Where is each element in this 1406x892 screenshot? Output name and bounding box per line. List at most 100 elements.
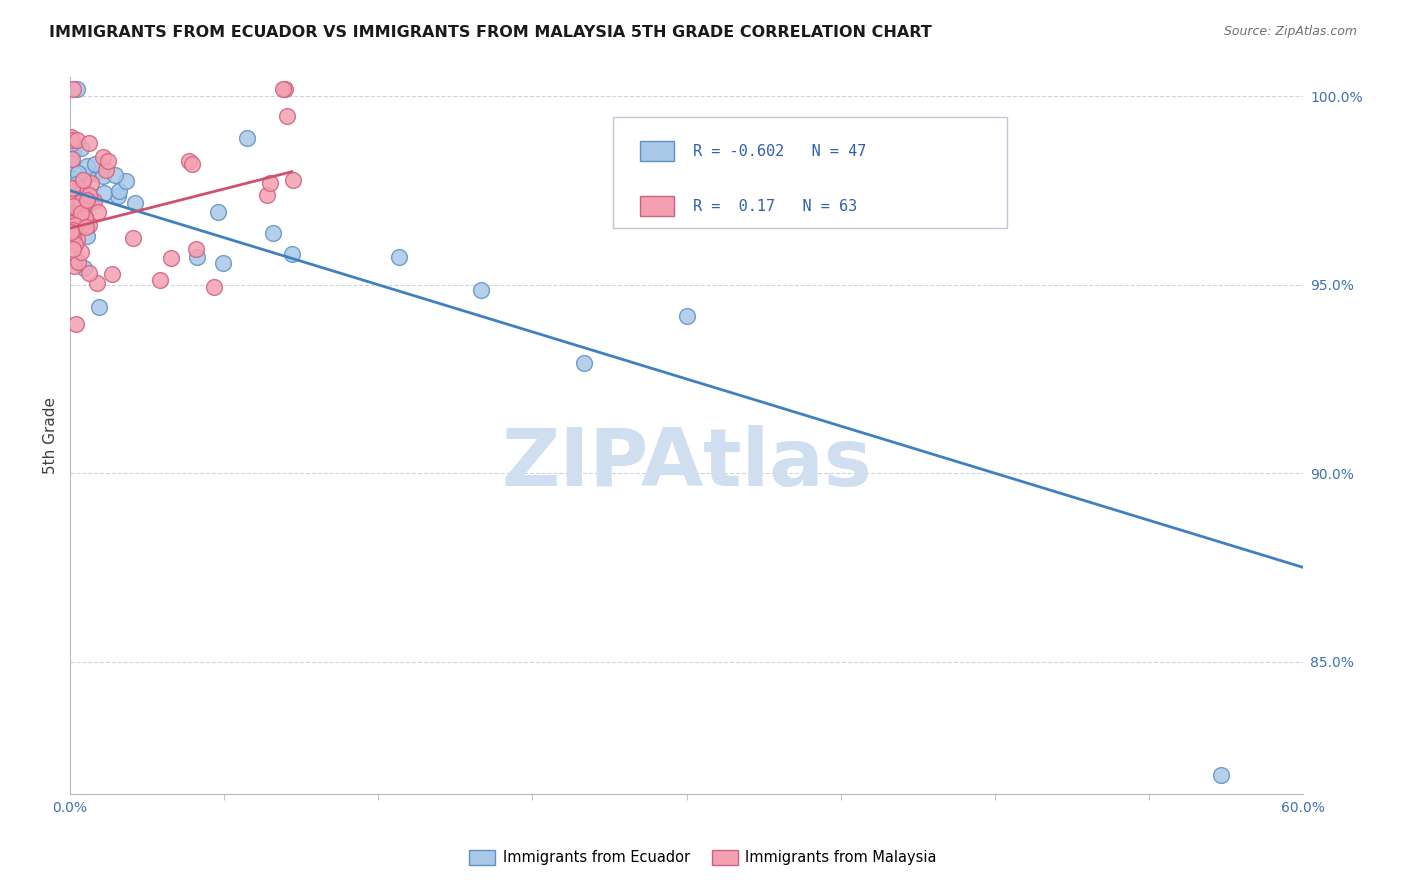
Point xyxy=(76,193,98,207)
Point xyxy=(124,196,146,211)
Point xyxy=(212,256,235,270)
Point xyxy=(60,181,83,195)
Point xyxy=(276,109,298,123)
Point xyxy=(67,199,90,213)
Point xyxy=(70,205,93,219)
Point xyxy=(256,188,278,202)
Y-axis label: 5th Grade: 5th Grade xyxy=(44,397,58,474)
FancyBboxPatch shape xyxy=(640,141,675,161)
Point xyxy=(89,300,111,314)
Point xyxy=(67,214,90,228)
Point xyxy=(283,173,305,187)
Point xyxy=(83,194,105,209)
Point xyxy=(97,153,120,168)
Point xyxy=(186,250,208,264)
Point xyxy=(184,242,207,256)
Point xyxy=(65,219,87,233)
Point xyxy=(62,207,84,221)
Point xyxy=(75,210,97,224)
Point xyxy=(77,266,100,280)
Point xyxy=(73,196,96,211)
FancyBboxPatch shape xyxy=(640,196,675,217)
FancyBboxPatch shape xyxy=(613,117,1007,227)
Point xyxy=(62,223,84,237)
Point xyxy=(104,168,127,182)
Point xyxy=(67,166,90,180)
Point xyxy=(1209,768,1232,782)
Point xyxy=(76,228,98,243)
Point xyxy=(236,130,259,145)
Point xyxy=(62,81,84,95)
Point xyxy=(69,141,91,155)
Point xyxy=(60,130,83,145)
Point xyxy=(79,188,101,202)
Point xyxy=(66,232,89,246)
Point xyxy=(101,267,124,281)
Point xyxy=(59,225,82,239)
Point xyxy=(72,219,94,233)
Point xyxy=(65,178,87,192)
Point xyxy=(107,189,129,203)
Point xyxy=(115,174,138,188)
Point xyxy=(62,228,84,243)
Point xyxy=(63,218,86,232)
Point xyxy=(180,157,202,171)
Point xyxy=(80,194,103,209)
Point xyxy=(91,150,114,164)
Point xyxy=(66,81,89,95)
Point xyxy=(107,184,129,198)
Point xyxy=(76,159,98,173)
Point xyxy=(207,205,229,219)
Point xyxy=(122,231,145,245)
Point xyxy=(62,242,84,256)
Point xyxy=(67,205,90,219)
Point xyxy=(84,166,107,180)
Point xyxy=(84,157,107,171)
Point xyxy=(69,245,91,260)
Point xyxy=(60,218,83,232)
Point xyxy=(62,211,84,225)
Point xyxy=(72,181,94,195)
Point xyxy=(75,219,97,234)
Point xyxy=(93,186,115,201)
Point xyxy=(66,133,89,147)
Text: IMMIGRANTS FROM ECUADOR VS IMMIGRANTS FROM MALAYSIA 5TH GRADE CORRELATION CHART: IMMIGRANTS FROM ECUADOR VS IMMIGRANTS FR… xyxy=(49,25,932,40)
Point xyxy=(65,172,87,186)
Point xyxy=(470,283,492,297)
Point xyxy=(60,152,83,166)
Point xyxy=(65,237,87,252)
Point xyxy=(73,214,96,228)
Point xyxy=(87,204,110,219)
Point xyxy=(77,219,100,233)
Point xyxy=(72,206,94,220)
Point xyxy=(69,194,91,209)
Text: R =  0.17   N = 63: R = 0.17 N = 63 xyxy=(693,199,858,214)
Point xyxy=(63,260,86,274)
Point xyxy=(572,356,595,370)
Point xyxy=(67,255,90,269)
Point xyxy=(179,153,201,168)
Point xyxy=(388,250,411,264)
Point xyxy=(59,156,82,170)
Point xyxy=(73,260,96,275)
Point xyxy=(159,251,181,265)
Point xyxy=(60,147,83,161)
Point xyxy=(76,168,98,182)
Point xyxy=(675,309,697,323)
Point xyxy=(62,190,84,204)
Point xyxy=(59,216,82,230)
Point xyxy=(65,177,87,191)
Text: ZIPAtlas: ZIPAtlas xyxy=(502,425,872,503)
Point xyxy=(72,194,94,208)
Text: Source: ZipAtlas.com: Source: ZipAtlas.com xyxy=(1223,25,1357,38)
Point xyxy=(202,280,225,294)
Point xyxy=(271,81,294,95)
Point xyxy=(59,210,82,224)
Point xyxy=(59,224,82,238)
Point xyxy=(73,211,96,226)
Point xyxy=(60,133,83,147)
Point xyxy=(259,176,281,190)
Point xyxy=(77,136,100,151)
Point xyxy=(86,277,108,291)
Point xyxy=(91,169,114,183)
